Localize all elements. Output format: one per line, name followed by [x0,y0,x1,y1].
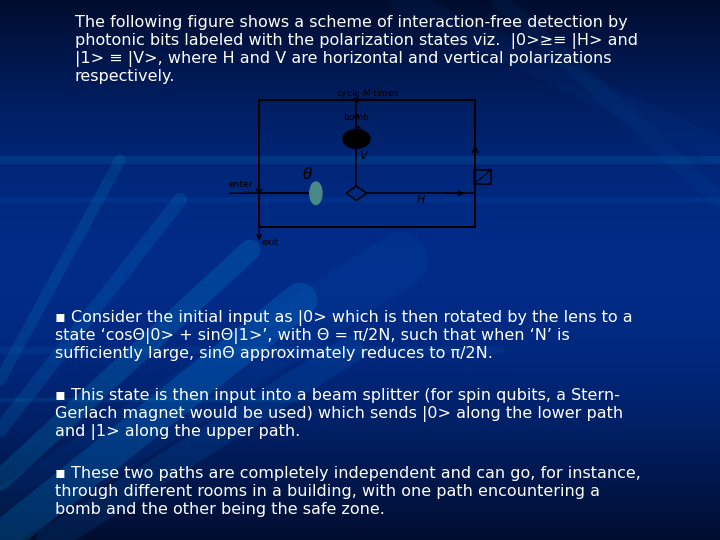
Text: through different rooms in a building, with one path encountering a: through different rooms in a building, w… [55,484,600,499]
Text: and |1> along the upper path.: and |1> along the upper path. [55,424,300,440]
Text: photonic bits labeled with the polarization states viz.  |0>≥≡ |H> and: photonic bits labeled with the polarizat… [75,33,638,49]
Text: ▪ These two paths are completely independent and can go, for instance,: ▪ These two paths are completely indepen… [55,466,641,481]
Text: H: H [417,195,426,205]
Text: ▪ Consider the initial input as |0> which is then rotated by the lens to a: ▪ Consider the initial input as |0> whic… [55,310,633,326]
Text: Gerlach magnet would be used) which sends |0> along the lower path: Gerlach magnet would be used) which send… [55,406,623,422]
Text: sufficiently large, sinΘ approximately reduces to π/2N.: sufficiently large, sinΘ approximately r… [55,346,493,361]
Text: The following figure shows a scheme of interaction-free detection by: The following figure shows a scheme of i… [75,15,628,30]
Text: bomb: bomb [343,113,369,122]
Circle shape [343,130,370,148]
Text: enter: enter [228,179,253,188]
Text: V: V [359,151,367,161]
Ellipse shape [310,182,322,205]
Text: ▪ This state is then input into a beam splitter (for spin qubits, a Stern-: ▪ This state is then input into a beam s… [55,388,620,403]
Text: $\theta$: $\theta$ [302,166,313,183]
Text: bomb and the other being the safe zone.: bomb and the other being the safe zone. [55,502,385,517]
Text: state ‘cosΘ|0> + sinΘ|1>’, with Θ = π/2N, such that when ‘N’ is: state ‘cosΘ|0> + sinΘ|1>’, with Θ = π/2N… [55,328,570,344]
Text: exit: exit [262,238,279,247]
Text: respectively.: respectively. [75,69,176,84]
Bar [474,170,491,184]
Text: cycle $M$ times: cycle $M$ times [336,87,399,100]
Text: |1> ≡ |V>, where H and V are horizontal and vertical polarizations: |1> ≡ |V>, where H and V are horizontal … [75,51,611,67]
